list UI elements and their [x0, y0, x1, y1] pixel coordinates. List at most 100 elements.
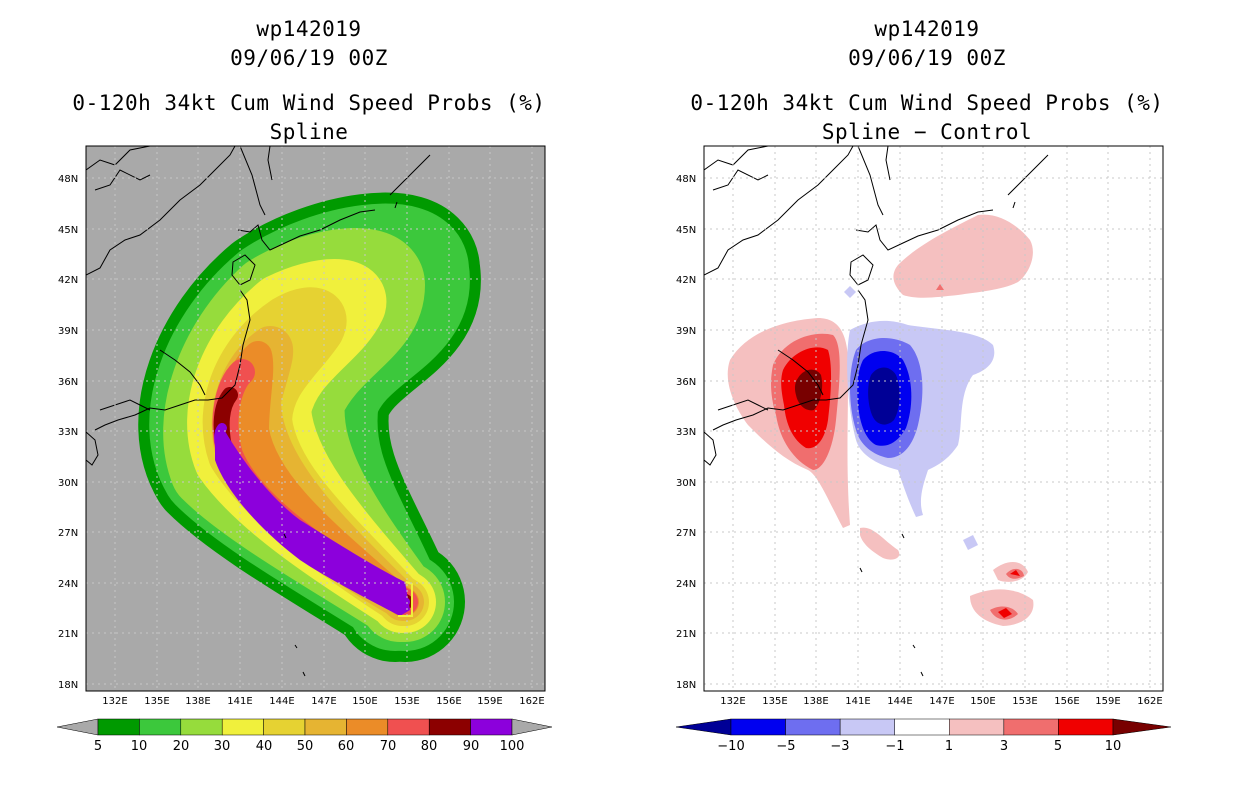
colorbar-under-arrow [675, 718, 732, 736]
lon-label: 138E [185, 696, 210, 707]
colorbar-label: 90 [463, 739, 480, 754]
lon-label: 144E [887, 696, 912, 707]
lon-label: 159E [1095, 696, 1120, 707]
left-product-title: 0-120h 34kt Cum Wind Speed Probs (%) [72, 91, 546, 115]
lon-label: 132E [720, 696, 745, 707]
right-product-title: 0-120h 34kt Cum Wind Speed Probs (%) [690, 91, 1164, 115]
colorbar-label: 100 [500, 739, 525, 754]
colorbar-swatch [839, 718, 895, 736]
right-subtitle: Spline − Control [821, 120, 1033, 144]
left-lon-labels: 132E 135E 138E 141E 144E 147E 150E 153E … [102, 696, 544, 707]
left-gridlines [86, 146, 545, 691]
right-difference-field [704, 146, 1163, 691]
colorbar-label: 5 [1054, 739, 1062, 754]
lat-label: 33N [676, 427, 696, 438]
lon-label: 135E [144, 696, 169, 707]
lon-label: 162E [1137, 696, 1162, 707]
lat-label: 30N [676, 478, 696, 489]
lat-label: 18N [58, 680, 78, 691]
colorbar-label: 20 [173, 739, 190, 754]
lat-label: 24N [676, 579, 696, 590]
left-colorbar: 5 10 20 30 40 50 60 70 80 90 100 [56, 718, 553, 754]
lat-label: 39N [676, 326, 696, 337]
colorbar-label: 80 [421, 739, 438, 754]
colorbar-label: 60 [338, 739, 355, 754]
swath-core-100 [215, 426, 410, 616]
colorbar-swatch [949, 718, 1005, 736]
colorbar-label: 10 [131, 739, 148, 754]
lon-label: 138E [803, 696, 828, 707]
colorbar-swatch [304, 718, 347, 736]
colorbar-swatch [1003, 718, 1059, 736]
lat-label: 24N [58, 579, 78, 590]
lat-label: 36N [676, 377, 696, 388]
colorbar-swatch [785, 718, 841, 736]
lat-label: 33N [58, 427, 78, 438]
lon-label: 153E [1012, 696, 1037, 707]
lon-label: 147E [311, 696, 336, 707]
lon-label: 150E [352, 696, 377, 707]
colorbar-swatch [346, 718, 389, 736]
right-map-frame [703, 145, 1164, 692]
lat-label: 27N [58, 528, 78, 539]
lon-label: 147E [929, 696, 954, 707]
left-datetime: 09/06/19 00Z [230, 46, 388, 70]
colorbar-label: 70 [380, 739, 397, 754]
right-datetime: 09/06/19 00Z [848, 46, 1006, 70]
colorbar-swatch [1058, 718, 1114, 736]
lon-label: 156E [1054, 696, 1079, 707]
lat-label: 36N [58, 377, 78, 388]
lat-label: 30N [58, 478, 78, 489]
diff-negative-10 [868, 367, 900, 425]
left-probability-field [86, 146, 545, 691]
lon-label: 159E [477, 696, 502, 707]
lat-label: 45N [676, 225, 696, 236]
colorbar-swatch [428, 718, 471, 736]
left-storm-id: wp142019 [256, 17, 362, 41]
lat-label: 27N [676, 528, 696, 539]
colorbar-label: −1 [885, 739, 904, 754]
colorbar-label: −3 [830, 739, 849, 754]
lat-label: 21N [58, 629, 78, 640]
lat-label: 48N [676, 174, 696, 185]
right-lat-labels: 48N 45N 42N 39N 36N 33N 30N 27N 24N 21N … [676, 174, 696, 691]
diff-positive-ne [893, 214, 1033, 298]
colorbar-label: −5 [776, 739, 795, 754]
lat-label: 42N [58, 275, 78, 286]
colorbar-label: 30 [214, 739, 231, 754]
colorbar-label: 10 [1105, 739, 1122, 754]
colorbar-swatch [387, 718, 430, 736]
colorbar-label: 1 [945, 739, 953, 754]
colorbar-swatch [263, 718, 306, 736]
right-colorbar: −10 −5 −3 −1 1 3 5 10 [675, 718, 1172, 754]
colorbar-label: 3 [1000, 739, 1008, 754]
right-storm-id: wp142019 [874, 17, 980, 41]
colorbar-over-arrow [1112, 718, 1172, 736]
colorbar-label: 40 [256, 739, 273, 754]
lat-label: 18N [676, 680, 696, 691]
colorbar-swatch [221, 718, 264, 736]
lon-label: 162E [519, 696, 544, 707]
right-gridlines [704, 146, 1163, 691]
lat-label: 45N [58, 225, 78, 236]
lon-label: 150E [970, 696, 995, 707]
colorbar-label: 5 [94, 739, 102, 754]
lat-label: 39N [58, 326, 78, 337]
colorbar-label: 50 [297, 739, 314, 754]
left-map-frame [85, 145, 546, 692]
colorbar-label: −10 [717, 739, 744, 754]
diff-small-patch-1 [860, 527, 900, 560]
colorbar-swatch [180, 718, 223, 736]
lon-label: 135E [762, 696, 787, 707]
left-lat-labels: 48N 45N 42N 39N 36N 33N 30N 27N 24N 21N … [58, 174, 78, 691]
left-map: 48N 45N 42N 39N 36N 33N 30N 27N 24N 21N … [56, 145, 553, 754]
colorbar-swatch [139, 718, 182, 736]
lat-label: 48N [58, 174, 78, 185]
lon-label: 144E [269, 696, 294, 707]
lat-label: 21N [676, 629, 696, 640]
lon-label: 141E [227, 696, 252, 707]
colorbar-swatch [730, 718, 786, 736]
right-map: 48N 45N 42N 39N 36N 33N 30N 27N 24N 21N … [675, 145, 1172, 754]
colorbar-swatch [894, 718, 950, 736]
lon-label: 141E [845, 696, 870, 707]
